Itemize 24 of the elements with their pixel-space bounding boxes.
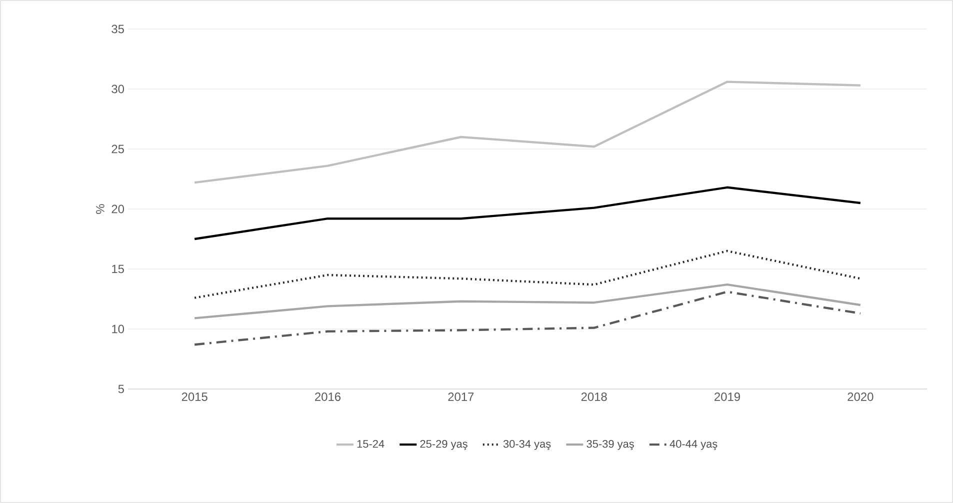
legend-label: 30-34 yaş bbox=[503, 440, 551, 450]
x-tick-label: 2019 bbox=[714, 392, 740, 401]
y-tick-label: 20 bbox=[112, 204, 124, 214]
legend-label: 35-39 yaş bbox=[586, 440, 634, 450]
y-axis-title: % bbox=[96, 204, 104, 214]
x-tick-label: 2015 bbox=[182, 392, 208, 401]
x-tick-label: 2016 bbox=[315, 392, 341, 401]
line-series bbox=[193, 290, 862, 346]
legend-label: 40-44 yaş bbox=[670, 440, 718, 450]
x-tick-label: 2020 bbox=[848, 392, 874, 401]
legend-label: 25-29 yaş bbox=[420, 440, 468, 450]
y-tick-label: 15 bbox=[112, 264, 124, 274]
x-tick-label: 2017 bbox=[448, 392, 474, 401]
y-tick-label: 5 bbox=[118, 384, 124, 394]
legend-label: 15-24 bbox=[357, 440, 384, 448]
y-tick-label: 10 bbox=[112, 324, 124, 334]
line-series bbox=[193, 284, 862, 320]
line-series bbox=[193, 250, 862, 299]
line-series bbox=[193, 80, 862, 184]
line-series bbox=[193, 186, 862, 240]
y-tick-label: 25 bbox=[112, 144, 124, 154]
y-tick-label: 30 bbox=[112, 84, 124, 94]
x-tick-label: 2018 bbox=[581, 392, 607, 401]
y-tick-label: 35 bbox=[112, 24, 124, 34]
